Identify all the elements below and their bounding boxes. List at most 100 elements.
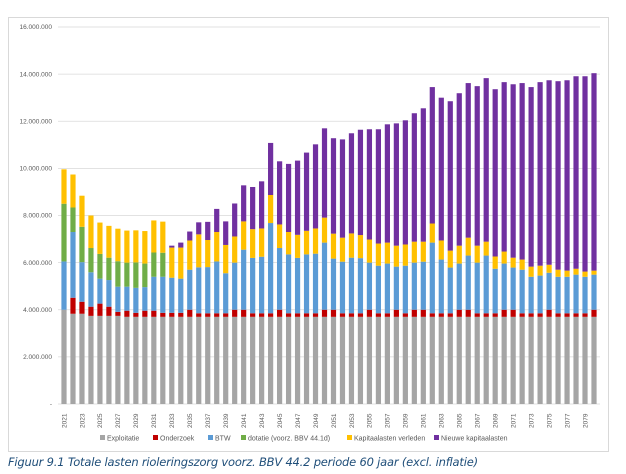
x-tick-label: 2033 bbox=[169, 413, 176, 428]
bar-segment-exploitatie-2048 bbox=[303, 316, 310, 404]
bar-segment-btw-2025 bbox=[97, 278, 103, 304]
legend-item-kapitaalasten-verleden: Kapitaalasten verleden bbox=[347, 435, 425, 442]
bar-stack-2077 bbox=[564, 80, 570, 404]
bar-stack-2039 bbox=[223, 221, 229, 404]
bar-segment-exploitatie-2030 bbox=[142, 316, 148, 404]
bar-segment-btw-2026 bbox=[106, 280, 112, 307]
bar-segment-btw-2035 bbox=[187, 269, 193, 310]
bar-stack-2043 bbox=[259, 181, 265, 404]
bar-segment-exploitatie-2080 bbox=[591, 316, 597, 404]
bar-segment-btw-2023 bbox=[79, 262, 85, 302]
y-tick-label: 12.000.000 bbox=[19, 118, 52, 125]
bar-segment-onderzoek-2043 bbox=[259, 313, 265, 317]
bar-segment-onderzoek-2029 bbox=[133, 312, 139, 317]
x-tick-label: 2061 bbox=[421, 413, 428, 428]
bar-segment-kapitaalasten-verleden-2021 bbox=[61, 169, 67, 204]
bar-segment-nieuwe-kapitaalasten-2059 bbox=[402, 120, 408, 245]
bar-segment-exploitatie-2053 bbox=[348, 316, 355, 404]
bar-segment-onderzoek-2032 bbox=[160, 312, 166, 317]
bar-segment-btw-2079 bbox=[582, 276, 588, 314]
bar-segment-exploitatie-2043 bbox=[259, 316, 265, 404]
bar-stack-2022 bbox=[70, 174, 76, 404]
bar-segment-kapitaalasten-verleden-2069 bbox=[492, 256, 498, 269]
bar-segment-btw-2067 bbox=[474, 262, 480, 314]
bar-segment-kapitaalasten-verleden-2058 bbox=[393, 245, 399, 267]
bar-segment-kapitaalasten-verleden-2032 bbox=[160, 221, 166, 253]
bar-stack-2040 bbox=[232, 203, 238, 404]
bar-segment-onderzoek-2051 bbox=[330, 309, 337, 317]
bar-segment-kapitaalasten-verleden-2070 bbox=[501, 251, 507, 264]
bar-segment-exploitatie-2027 bbox=[115, 315, 121, 404]
bar-segment-kapitaalasten-verleden-2038 bbox=[214, 231, 220, 262]
bar-stack-2021 bbox=[61, 169, 67, 404]
bar-stack-2023 bbox=[79, 195, 85, 404]
legend-label: dotatie (voorz. BBV 44.1d) bbox=[248, 435, 330, 442]
bar-segment-kapitaalasten-verleden-2044 bbox=[268, 195, 274, 224]
bar-segment-onderzoek-2074 bbox=[537, 313, 543, 317]
bar-segment-kapitaalasten-verleden-2031 bbox=[151, 220, 157, 253]
bar-segment-onderzoek-2075 bbox=[546, 309, 552, 317]
x-tick-label: 2077 bbox=[564, 413, 571, 428]
bar-stack-2038 bbox=[214, 208, 220, 404]
bar-segment-nieuwe-kapitaalasten-2079 bbox=[582, 76, 588, 272]
bar-segment-exploitatie-2033 bbox=[169, 316, 175, 404]
bar-segment-exploitatie-2024 bbox=[88, 315, 94, 404]
bar-segment-onderzoek-2079 bbox=[582, 313, 588, 317]
bar-segment-onderzoek-2060 bbox=[411, 309, 417, 317]
bar-segment-exploitatie-2056 bbox=[375, 316, 382, 404]
bar-segment-nieuwe-kapitaalasten-2054 bbox=[357, 129, 364, 236]
bar-segment-kapitaalasten-verleden-2028 bbox=[124, 230, 130, 263]
bar-stack-2042 bbox=[250, 186, 256, 404]
bar-segment-exploitatie-2022 bbox=[70, 313, 76, 404]
bar-stack-2044 bbox=[268, 142, 274, 404]
bar-segment-kapitaalasten-verleden-2068 bbox=[483, 241, 489, 256]
bar-segment-nieuwe-kapitaalasten-2053 bbox=[348, 133, 355, 234]
x-tick-label: 2035 bbox=[187, 413, 194, 428]
bar-segment-kapitaalasten-verleden-2030 bbox=[142, 231, 148, 264]
bar-segment-kapitaalasten-verleden-2066 bbox=[465, 237, 471, 256]
bar-stack-2036 bbox=[196, 222, 202, 404]
y-tick-label: 4.000.000 bbox=[23, 307, 52, 314]
bar-segment-onderzoek-2057 bbox=[384, 313, 390, 317]
bar-segment-exploitatie-2046 bbox=[285, 316, 292, 404]
x-tick-label: 2045 bbox=[277, 413, 284, 428]
bar-segment-kapitaalasten-verleden-2072 bbox=[519, 259, 525, 270]
bar-segment-nieuwe-kapitaalasten-2050 bbox=[321, 128, 328, 218]
bar-segment-exploitatie-2077 bbox=[564, 316, 570, 404]
bar-stack-2080 bbox=[591, 73, 597, 404]
bar-segment-onderzoek-2040 bbox=[232, 309, 238, 317]
bar-segment-btw-2054 bbox=[357, 258, 364, 314]
bar-segment-onderzoek-2078 bbox=[573, 313, 579, 317]
bar-segment-btw-2057 bbox=[384, 263, 390, 314]
bar-segment-exploitatie-2074 bbox=[537, 316, 543, 404]
bar-segment-btw-2068 bbox=[483, 255, 489, 314]
bar-segment-kapitaalasten-verleden-2073 bbox=[528, 266, 534, 277]
bar-segment-btw-2043 bbox=[259, 256, 265, 314]
bar-segment-onderzoek-2065 bbox=[456, 309, 462, 317]
bar-segment-nieuwe-kapitaalasten-2037 bbox=[205, 221, 211, 241]
bar-segment-dotatie-voorz-bbv-44-1d--2023 bbox=[79, 226, 85, 263]
legend-label: Kapitaalasten verleden bbox=[354, 435, 425, 442]
bar-segment-btw-2051 bbox=[330, 258, 337, 310]
bar-segment-btw-2073 bbox=[528, 276, 534, 314]
bar-segment-exploitatie-2041 bbox=[241, 316, 247, 404]
bar-stack-2026 bbox=[106, 225, 112, 404]
bar-segment-btw-2031 bbox=[151, 276, 157, 311]
bar-segment-nieuwe-kapitaalasten-2065 bbox=[456, 93, 462, 246]
x-tick-label: 2023 bbox=[79, 413, 86, 428]
bar-segment-nieuwe-kapitaalasten-2039 bbox=[223, 221, 229, 245]
bar-segment-nieuwe-kapitaalasten-2075 bbox=[546, 80, 552, 265]
x-tick-label: 2059 bbox=[403, 413, 410, 428]
bar-segment-exploitatie-2054 bbox=[357, 316, 364, 404]
bar-segment-btw-2065 bbox=[456, 263, 462, 310]
bar-stack-2063 bbox=[438, 97, 444, 404]
bar-segment-onderzoek-2050 bbox=[321, 309, 328, 317]
bar-segment-btw-2030 bbox=[142, 287, 148, 311]
bar-segment-exploitatie-2064 bbox=[447, 316, 453, 404]
bar-segment-kapitaalasten-verleden-2061 bbox=[420, 241, 426, 262]
y-tick-label: 14.000.000 bbox=[19, 71, 52, 78]
bar-segment-exploitatie-2044 bbox=[268, 316, 274, 404]
bar-segment-dotatie-voorz-bbv-44-1d--2031 bbox=[151, 252, 157, 277]
bar-segment-kapitaalasten-verleden-2075 bbox=[546, 264, 552, 273]
bar-segment-onderzoek-2035 bbox=[187, 309, 193, 317]
